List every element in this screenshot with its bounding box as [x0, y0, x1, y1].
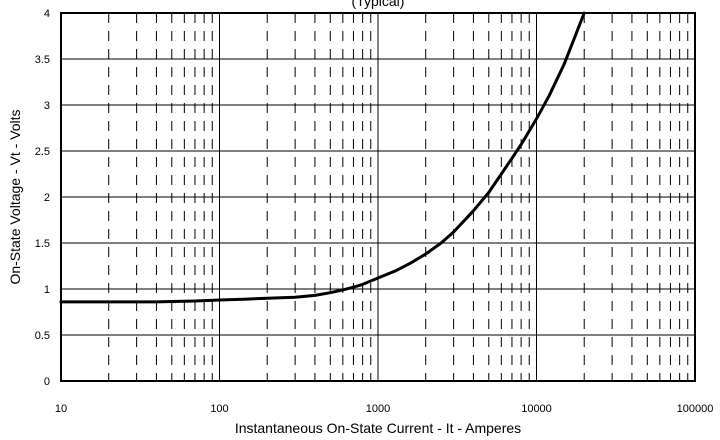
y-tick-label: 4: [44, 8, 50, 20]
y-tick-label: 2: [44, 192, 50, 204]
chart-title: (Typical): [352, 0, 405, 9]
y-tick-label: 0: [44, 376, 50, 388]
y-tick-label: 1: [44, 284, 50, 296]
y-tick-label: 1.5: [35, 238, 50, 250]
y-tick-label: 3.5: [35, 54, 50, 66]
x-tick-labels: 10 100 1000 10000 100000: [55, 403, 713, 415]
series-line: [59, 11, 586, 304]
x-tick-label: 100: [210, 403, 228, 415]
plot-frame: [60, 12, 696, 382]
grid: [60, 12, 695, 382]
x-tick-label: 10000: [521, 403, 552, 415]
x-tick-label: 1000: [366, 403, 390, 415]
series-layer: [59, 11, 586, 304]
y-tick-labels: 0 0.5 1 1.5 2 2.5 3 3.5 4: [35, 8, 50, 388]
y-axis-label: On-State Voltage - Vt - Volts: [7, 109, 23, 284]
x-axis-label: Instantaneous On-State Current - It - Am…: [235, 420, 521, 436]
y-tick-label: 3: [44, 100, 50, 112]
x-tick-label: 10: [55, 403, 67, 415]
x-tick-label: 100000: [677, 403, 714, 415]
y-tick-label: 2.5: [35, 146, 50, 158]
y-tick-label: 0.5: [35, 330, 50, 342]
